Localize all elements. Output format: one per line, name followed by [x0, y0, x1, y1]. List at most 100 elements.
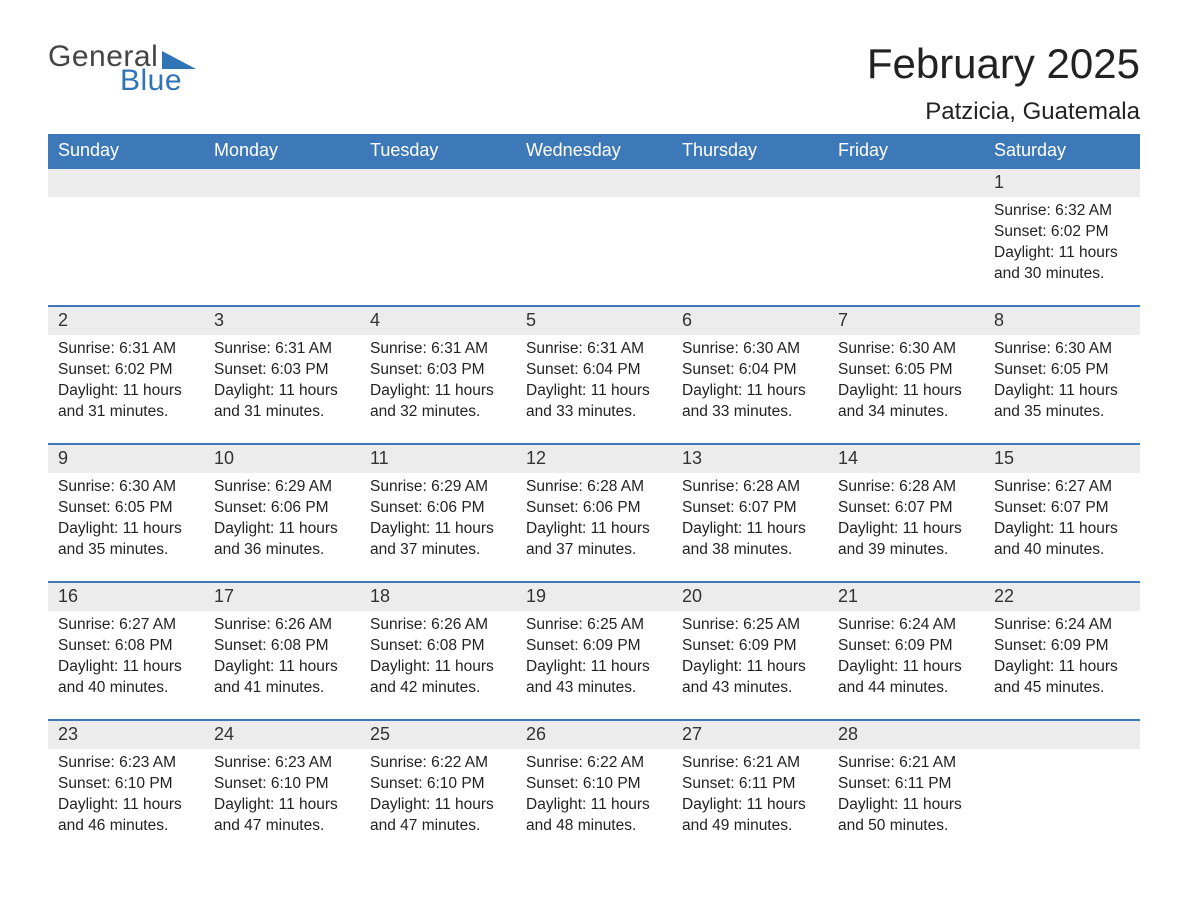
sunset-text: Sunset: 6:10 PM	[58, 774, 194, 795]
sunset-text: Sunset: 6:04 PM	[682, 360, 818, 381]
daylight-text: Daylight: 11 hours and 38 minutes.	[682, 519, 818, 561]
daylight-text: Daylight: 11 hours and 41 minutes.	[214, 657, 350, 699]
calendar-cell: 4Sunrise: 6:31 AMSunset: 6:03 PMDaylight…	[360, 306, 516, 444]
calendar-cell	[828, 168, 984, 306]
day-number: 23	[48, 721, 204, 749]
sunset-text: Sunset: 6:09 PM	[526, 636, 662, 657]
weekday-header: Thursday	[672, 134, 828, 168]
sunrise-text: Sunrise: 6:29 AM	[214, 477, 350, 498]
daylight-text: Daylight: 11 hours and 33 minutes.	[682, 381, 818, 423]
day-details: Sunrise: 6:26 AMSunset: 6:08 PMDaylight:…	[204, 611, 360, 715]
sunrise-text: Sunrise: 6:26 AM	[370, 615, 506, 636]
calendar-cell: 10Sunrise: 6:29 AMSunset: 6:06 PMDayligh…	[204, 444, 360, 582]
sunrise-text: Sunrise: 6:25 AM	[682, 615, 818, 636]
sunset-text: Sunset: 6:10 PM	[526, 774, 662, 795]
day-number: 16	[48, 583, 204, 611]
sunset-text: Sunset: 6:03 PM	[370, 360, 506, 381]
daylight-text: Daylight: 11 hours and 32 minutes.	[370, 381, 506, 423]
sunset-text: Sunset: 6:10 PM	[214, 774, 350, 795]
daylight-text: Daylight: 11 hours and 33 minutes.	[526, 381, 662, 423]
sunrise-text: Sunrise: 6:24 AM	[994, 615, 1130, 636]
sunrise-text: Sunrise: 6:30 AM	[682, 339, 818, 360]
sunrise-text: Sunrise: 6:27 AM	[58, 615, 194, 636]
sunset-text: Sunset: 6:02 PM	[58, 360, 194, 381]
day-details: Sunrise: 6:30 AMSunset: 6:05 PMDaylight:…	[48, 473, 204, 577]
day-number: 18	[360, 583, 516, 611]
calendar-cell	[360, 168, 516, 306]
day-number: 21	[828, 583, 984, 611]
day-details: Sunrise: 6:22 AMSunset: 6:10 PMDaylight:…	[516, 749, 672, 853]
day-number: 24	[204, 721, 360, 749]
sunrise-text: Sunrise: 6:25 AM	[526, 615, 662, 636]
day-details: Sunrise: 6:24 AMSunset: 6:09 PMDaylight:…	[984, 611, 1140, 715]
sunrise-text: Sunrise: 6:29 AM	[370, 477, 506, 498]
weekday-header: Friday	[828, 134, 984, 168]
calendar-week: 9Sunrise: 6:30 AMSunset: 6:05 PMDaylight…	[48, 444, 1140, 582]
day-details: Sunrise: 6:30 AMSunset: 6:05 PMDaylight:…	[984, 335, 1140, 439]
sunset-text: Sunset: 6:11 PM	[682, 774, 818, 795]
sunset-text: Sunset: 6:07 PM	[994, 498, 1130, 519]
day-number: 3	[204, 307, 360, 335]
day-details: Sunrise: 6:32 AMSunset: 6:02 PMDaylight:…	[984, 197, 1140, 301]
calendar-cell: 23Sunrise: 6:23 AMSunset: 6:10 PMDayligh…	[48, 720, 204, 858]
sunrise-text: Sunrise: 6:28 AM	[682, 477, 818, 498]
day-number: 6	[672, 307, 828, 335]
location: Patzicia, Guatemala	[867, 98, 1140, 126]
sunset-text: Sunset: 6:09 PM	[994, 636, 1130, 657]
calendar-cell: 24Sunrise: 6:23 AMSunset: 6:10 PMDayligh…	[204, 720, 360, 858]
day-number: 7	[828, 307, 984, 335]
calendar-cell: 8Sunrise: 6:30 AMSunset: 6:05 PMDaylight…	[984, 306, 1140, 444]
day-details: Sunrise: 6:31 AMSunset: 6:03 PMDaylight:…	[360, 335, 516, 439]
day-number: 27	[672, 721, 828, 749]
sunrise-text: Sunrise: 6:28 AM	[526, 477, 662, 498]
day-details: Sunrise: 6:25 AMSunset: 6:09 PMDaylight:…	[672, 611, 828, 715]
calendar-cell: 27Sunrise: 6:21 AMSunset: 6:11 PMDayligh…	[672, 720, 828, 858]
daylight-text: Daylight: 11 hours and 42 minutes.	[370, 657, 506, 699]
day-details: Sunrise: 6:27 AMSunset: 6:07 PMDaylight:…	[984, 473, 1140, 577]
day-details: Sunrise: 6:23 AMSunset: 6:10 PMDaylight:…	[204, 749, 360, 853]
daylight-text: Daylight: 11 hours and 50 minutes.	[838, 795, 974, 837]
logo: General Blue	[48, 40, 196, 98]
sunrise-text: Sunrise: 6:24 AM	[838, 615, 974, 636]
calendar-cell: 17Sunrise: 6:26 AMSunset: 6:08 PMDayligh…	[204, 582, 360, 720]
day-number: 28	[828, 721, 984, 749]
month-title: February 2025	[867, 40, 1140, 88]
daylight-text: Daylight: 11 hours and 44 minutes.	[838, 657, 974, 699]
day-number: 9	[48, 445, 204, 473]
calendar-cell: 20Sunrise: 6:25 AMSunset: 6:09 PMDayligh…	[672, 582, 828, 720]
sunset-text: Sunset: 6:03 PM	[214, 360, 350, 381]
day-details: Sunrise: 6:28 AMSunset: 6:07 PMDaylight:…	[828, 473, 984, 577]
day-details: Sunrise: 6:26 AMSunset: 6:08 PMDaylight:…	[360, 611, 516, 715]
calendar-cell: 11Sunrise: 6:29 AMSunset: 6:06 PMDayligh…	[360, 444, 516, 582]
daylight-text: Daylight: 11 hours and 40 minutes.	[58, 657, 194, 699]
empty-day-number	[672, 169, 828, 197]
sunrise-text: Sunrise: 6:21 AM	[682, 753, 818, 774]
day-number: 12	[516, 445, 672, 473]
calendar-cell	[984, 720, 1140, 858]
day-details: Sunrise: 6:23 AMSunset: 6:10 PMDaylight:…	[48, 749, 204, 853]
daylight-text: Daylight: 11 hours and 45 minutes.	[994, 657, 1130, 699]
day-details: Sunrise: 6:22 AMSunset: 6:10 PMDaylight:…	[360, 749, 516, 853]
empty-day-number	[360, 169, 516, 197]
day-number: 17	[204, 583, 360, 611]
sunrise-text: Sunrise: 6:27 AM	[994, 477, 1130, 498]
day-details: Sunrise: 6:29 AMSunset: 6:06 PMDaylight:…	[204, 473, 360, 577]
calendar-cell	[516, 168, 672, 306]
sunset-text: Sunset: 6:05 PM	[994, 360, 1130, 381]
calendar-cell: 1Sunrise: 6:32 AMSunset: 6:02 PMDaylight…	[984, 168, 1140, 306]
sunset-text: Sunset: 6:05 PM	[58, 498, 194, 519]
calendar-cell	[672, 168, 828, 306]
calendar-cell: 12Sunrise: 6:28 AMSunset: 6:06 PMDayligh…	[516, 444, 672, 582]
daylight-text: Daylight: 11 hours and 37 minutes.	[526, 519, 662, 561]
calendar-cell: 6 Sunrise: 6:30 AMSunset: 6:04 PMDaylight…	[672, 306, 828, 444]
calendar-cell: 7Sunrise: 6:30 AMSunset: 6:05 PMDaylight…	[828, 306, 984, 444]
sunset-text: Sunset: 6:09 PM	[682, 636, 818, 657]
title-block: February 2025 Patzicia, Guatemala	[867, 40, 1140, 126]
calendar-table: Sunday Monday Tuesday Wednesday Thursday…	[48, 134, 1140, 858]
weekday-header: Monday	[204, 134, 360, 168]
calendar-week: 23Sunrise: 6:23 AMSunset: 6:10 PMDayligh…	[48, 720, 1140, 858]
sunset-text: Sunset: 6:09 PM	[838, 636, 974, 657]
day-number: 22	[984, 583, 1140, 611]
day-number: 26	[516, 721, 672, 749]
day-number: 19	[516, 583, 672, 611]
